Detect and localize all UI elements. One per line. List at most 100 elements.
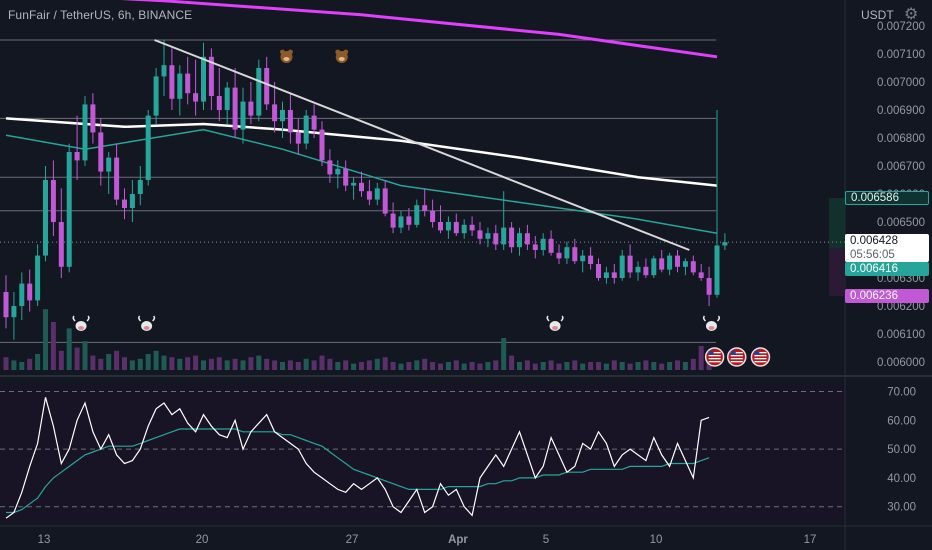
candle-body [98,132,104,172]
flag-stripe [754,355,767,357]
candle-body [129,194,135,208]
candle-body [493,233,499,245]
candle-body [169,65,175,99]
candle-body [216,96,222,110]
flag-stripe [730,361,743,363]
volume-bar [698,346,704,370]
candle-body [627,255,633,273]
candle-body [114,157,120,200]
candle-body [201,56,206,102]
volume-bar [659,363,665,370]
price-tick-label: 0.006200 [877,301,925,313]
volume-bar [272,360,278,370]
candle-body [240,101,246,130]
price-tick-label: 0.006100 [877,329,925,341]
volume-bars [3,309,712,370]
rsi-pane [0,391,845,519]
volume-bar [177,358,183,370]
candle-body [690,261,696,273]
volume-bar [232,358,238,370]
volume-bar [580,363,586,370]
ma-line-slow [120,0,718,59]
volume-bar [11,360,17,370]
candle-body [540,238,546,250]
volume-bar [311,360,317,370]
flag-badge [704,347,725,367]
volume-bar [114,350,120,370]
volume-bar [524,360,530,370]
position-zone-up [829,198,845,248]
rsi-tick-label: 40.00 [887,473,916,485]
volume-bar [161,355,167,370]
candle-body [327,160,333,175]
countdown-label: 05:56:05 [850,249,895,261]
candle-body [430,210,436,222]
ma-line-mid [5,117,718,187]
bull-nose [78,326,85,330]
volume-bar [106,354,112,370]
time-axis-label: 17 [804,534,817,546]
volume-bar [414,360,420,370]
trendline[interactable] [154,39,690,251]
candle-body [445,222,451,231]
price-tag-value: 0.006416 [850,263,898,275]
volume-bar [335,362,341,370]
candle-body [509,227,515,248]
bull-marker-icon [702,315,721,331]
us-flag-event-icon [727,347,747,367]
candle-body [643,266,649,276]
volume-bar [129,360,135,370]
volume-bar [390,362,396,370]
volume-bar [556,363,562,370]
candle-body [359,182,364,192]
candle-body [698,272,704,278]
time-axis-label: 5 [543,534,549,546]
candle-body [485,233,491,239]
volume-bar [406,362,412,370]
us-flag-event-icon [750,347,771,367]
price-tick-label: 0.007100 [877,49,925,61]
volume-bar [572,360,578,370]
volume-bar [438,363,443,370]
candle-body [35,255,41,301]
volume-bar [469,362,475,370]
volume-bar [137,358,143,370]
volume-bar [98,358,104,370]
volume-bar [453,360,459,370]
price-tick-label: 0.007200 [877,21,925,33]
axes: 0.007200 0.007100 0.007000 0.006900 0.006800… [38,21,925,546]
candle-body [74,152,80,161]
volume-bar [374,358,380,370]
candle-body [145,115,151,180]
volume-bar [430,362,436,370]
volume-bar [27,358,33,370]
time-axis-label: Apr [448,534,468,546]
volume-bar [153,350,159,370]
candle-body [287,110,293,133]
volume-bar [540,362,546,370]
candle-body [382,188,388,214]
symbol-title[interactable]: FunFair / TetherUS, 6h, BINANCE [8,8,193,22]
flag-canton [708,351,714,355]
volume-bar [208,358,214,370]
volume-bar [485,362,491,370]
price-tag-up-outline: 0.006586 [845,191,929,205]
flag-stripe [730,358,743,360]
candle-body [177,73,183,99]
candle-body [19,283,25,306]
candle-body [374,188,380,200]
candle-body [635,266,641,273]
volume-bar [643,360,649,370]
volume-bar [501,338,507,370]
event-markers[interactable] [72,49,771,367]
candle-body [572,247,578,262]
bear-snout [283,57,290,61]
candle-body [596,264,601,278]
rsi-ma-line [6,428,710,514]
candles [3,40,728,340]
gear-icon[interactable]: ⚙ [904,6,919,23]
candle-body [3,292,9,318]
bull-nose [552,326,559,330]
